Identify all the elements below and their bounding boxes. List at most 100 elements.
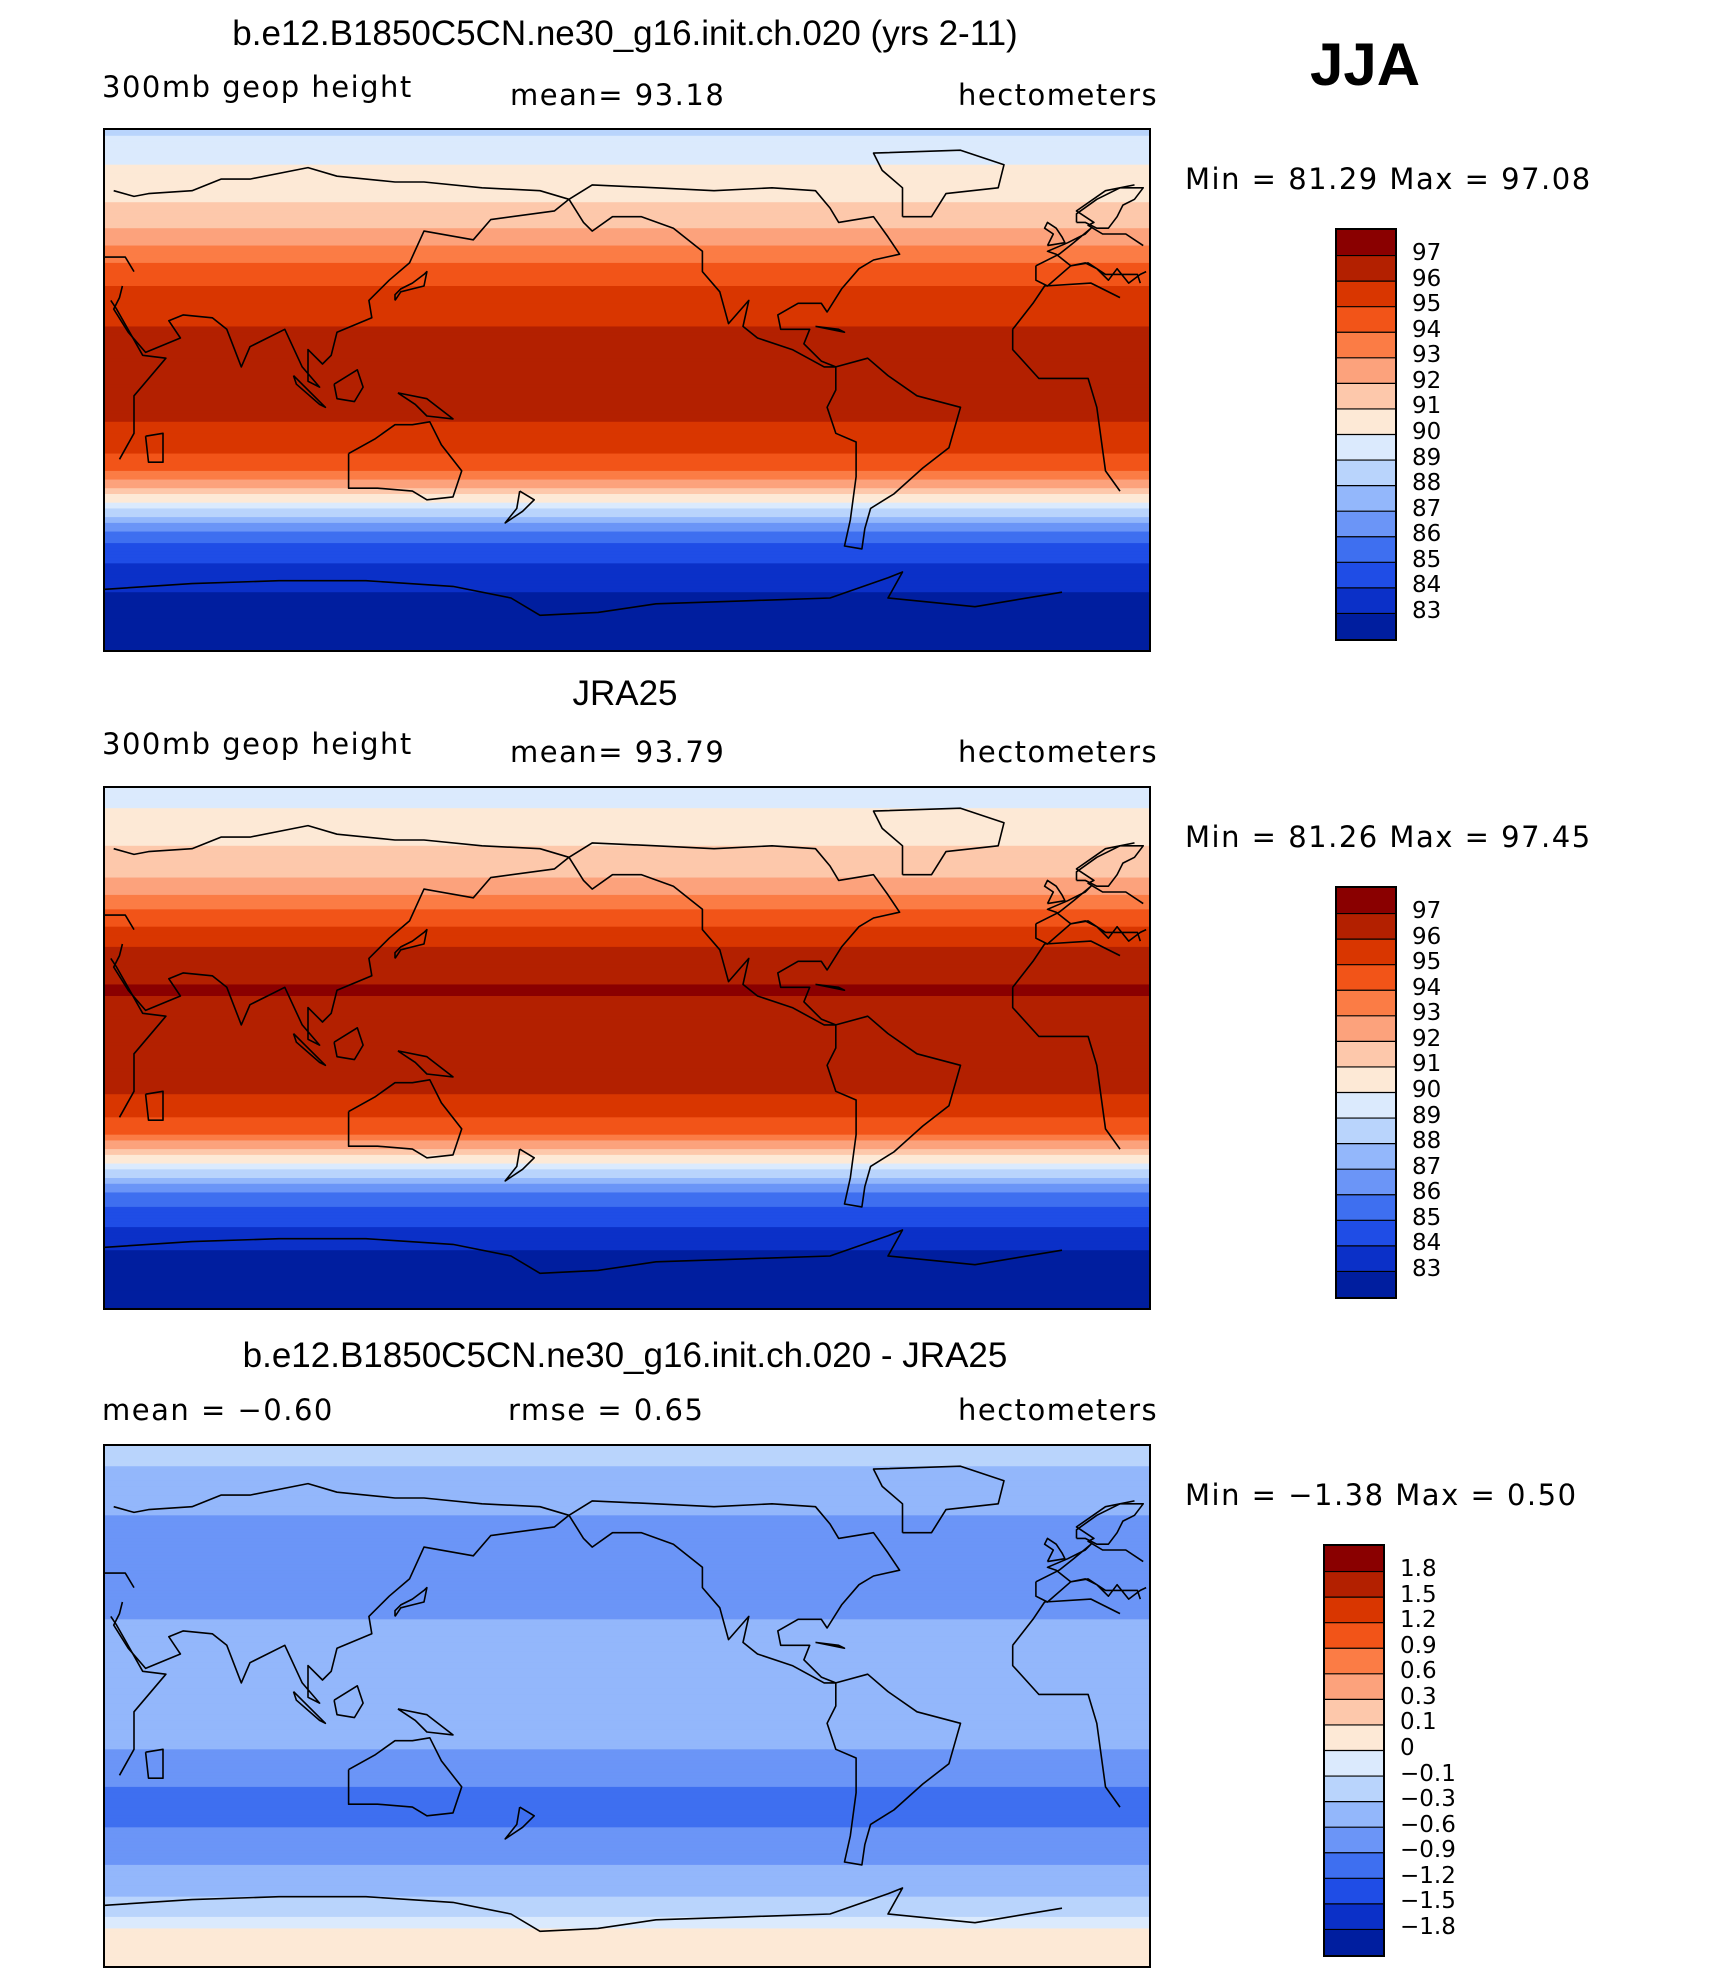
contour-band: [105, 972, 1149, 977]
panel-3-mean-label: mean = −0.60: [102, 1393, 334, 1427]
contour-band: [105, 975, 1149, 980]
coastline-madagascar: [144, 1748, 164, 1779]
contour-band: [105, 1729, 1149, 1733]
contour-band: [105, 935, 1149, 939]
contour-band: [105, 1564, 1149, 1568]
contour-band: [105, 1714, 1149, 1719]
contour-band: [105, 909, 1149, 913]
contour-band: [105, 811, 1149, 815]
colorbar-tick-label: 96: [1412, 265, 1442, 292]
contour-band: [105, 1833, 1149, 1837]
colorbar-tick-label: 87: [1412, 1153, 1442, 1180]
contour-band: [105, 1134, 1149, 1139]
contour-band: [105, 790, 1149, 795]
contour-band: [105, 254, 1149, 258]
contour-band: [105, 1512, 1149, 1516]
contour-band: [105, 1760, 1149, 1765]
contour-band: [105, 871, 1149, 876]
colorbar-swatch: [1325, 1622, 1383, 1649]
coastline-namerica: [568, 842, 901, 1026]
contour-band: [105, 906, 1149, 910]
contour-band: [105, 589, 1149, 593]
contour-band: [105, 1163, 1149, 1168]
contour-band: [105, 788, 1149, 792]
contour-band: [105, 132, 1149, 137]
contour-band: [105, 413, 1149, 417]
contour-band: [105, 1230, 1149, 1234]
coastline-australia: [347, 421, 463, 501]
contour-band: [105, 390, 1149, 394]
coastline-newguinea: [397, 392, 454, 420]
contour-band: [105, 900, 1149, 905]
colorbar-tick-label: 0.6: [1400, 1658, 1437, 1685]
colorbar-swatch: [1337, 964, 1395, 991]
panel-3-units-label: hectometers: [958, 1393, 1159, 1427]
contour-band: [105, 1010, 1149, 1014]
contour-band: [105, 874, 1149, 879]
contour-band: [105, 1552, 1149, 1557]
contour-band: [105, 1503, 1149, 1508]
colorbar-swatch: [1337, 536, 1395, 563]
contour-band: [105, 1758, 1149, 1762]
contour-band: [105, 1940, 1149, 1944]
contour-band: [105, 889, 1149, 893]
colorbar-swatch: [1337, 1194, 1395, 1221]
contour-band: [105, 1674, 1149, 1678]
contour-band: [105, 245, 1149, 250]
colorbar-tick-label: 84: [1412, 1230, 1442, 1257]
colorbar-swatch: [1337, 281, 1395, 308]
contour-band: [105, 1648, 1149, 1652]
panel-1-map: [103, 128, 1151, 652]
contour-band: [105, 1613, 1149, 1618]
colorbar-swatch: [1325, 1750, 1383, 1777]
contour-band: [105, 1746, 1149, 1750]
contour-band: [105, 796, 1149, 801]
coastline-cuba: [815, 1641, 846, 1649]
colorbar-swatch: [1337, 1245, 1395, 1272]
contour-band: [105, 303, 1149, 307]
contour-band: [105, 1224, 1149, 1228]
contour-band: [105, 641, 1149, 645]
contour-band: [105, 361, 1149, 365]
colorbar-tick-label: −1.8: [1400, 1913, 1456, 1940]
colorbar-tick-label: 91: [1412, 1051, 1442, 1078]
contour-band: [105, 1815, 1149, 1820]
colorbar-swatch: [1337, 939, 1395, 966]
contour-band: [105, 528, 1149, 533]
contour-band: [105, 854, 1149, 858]
contour-band: [105, 580, 1149, 585]
panel-2-variable-label: 300mb geop height: [102, 727, 413, 761]
contour-band: [105, 1215, 1149, 1220]
contour-band: [105, 164, 1149, 169]
contour-band: [105, 1654, 1149, 1658]
colorbar-tick-label: 88: [1412, 1128, 1442, 1155]
contour-band: [105, 1296, 1149, 1300]
contour-band: [105, 1474, 1149, 1479]
contour-band: [105, 1082, 1149, 1087]
coastline-newguinea: [397, 1708, 454, 1736]
contour-band: [105, 918, 1149, 922]
contour-band: [105, 404, 1149, 408]
colorbar-tick-label: −0.3: [1400, 1786, 1456, 1813]
contour-band: [105, 494, 1149, 498]
contour-band: [105, 1100, 1149, 1104]
contour-band: [105, 1625, 1149, 1629]
contour-band: [105, 1798, 1149, 1802]
contour-band: [105, 1763, 1149, 1768]
contour-band: [105, 372, 1149, 377]
contour-band: [105, 551, 1149, 556]
colorbar-tick-label: −0.9: [1400, 1837, 1456, 1864]
contour-band: [105, 349, 1149, 354]
contour-band: [105, 1841, 1149, 1846]
contour-band: [105, 799, 1149, 804]
contour-band: [105, 502, 1149, 507]
contour-band: [105, 1238, 1149, 1243]
contour-band: [105, 320, 1149, 325]
contour-band: [105, 317, 1149, 322]
contour-band: [105, 234, 1149, 238]
contour-band: [105, 941, 1149, 945]
contour-band: [105, 208, 1149, 212]
panel-1-colorbar-labels: 97 96 95 94 93 92 91 90 89 88 87 86 85 84 83: [1412, 228, 1492, 637]
colorbar-swatch: [1337, 230, 1395, 257]
contour-band: [105, 857, 1149, 861]
